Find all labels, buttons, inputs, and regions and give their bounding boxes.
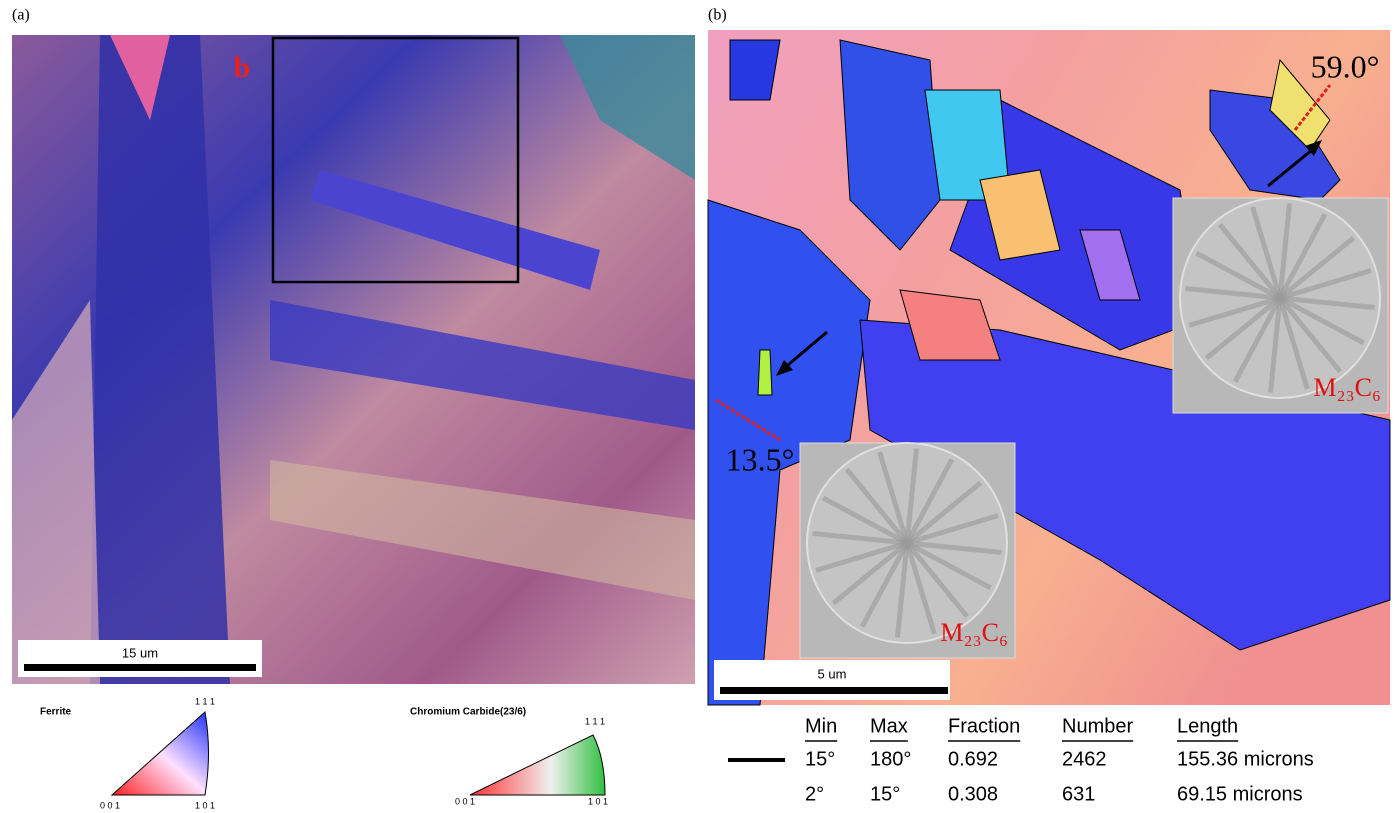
phase-label: M₂₃C₆ (940, 618, 1008, 647)
table-cell: 2° (805, 783, 824, 805)
phase-label: M₂₃C₆ (1313, 373, 1381, 402)
ipf-triangle (470, 735, 605, 795)
table-cell: 631 (1062, 783, 1095, 805)
ebsd-map-a (12, 35, 695, 684)
table-cell: 0.308 (948, 783, 998, 805)
table-cell: 180° (870, 748, 911, 770)
scale-bar-label: 15 um (122, 645, 158, 660)
table-cell: 155.36 microns (1177, 748, 1314, 770)
table-cell: 15° (805, 748, 835, 770)
angle-label: 59.0° (1311, 48, 1380, 84)
region-marker: b (234, 51, 251, 84)
table-cell: 69.15 microns (1177, 783, 1303, 805)
scale-bar (720, 687, 948, 694)
corner-label: 0 0 1 (455, 796, 475, 806)
table-header: Min (805, 715, 837, 737)
table-header: Length (1177, 715, 1238, 737)
legend-title: Chromium Carbide(23/6) (410, 707, 526, 718)
table-header: Fraction (948, 715, 1020, 737)
corner-label: 1 0 1 (195, 800, 215, 810)
corner-label: 1 1 1 (195, 696, 215, 706)
kikuchi-pattern: M₂₃C₆ (1173, 198, 1388, 413)
ipf-triangle (112, 712, 209, 795)
table-cell: 15° (870, 783, 900, 805)
corner-label: 0 0 1 (100, 800, 120, 810)
figure: (a) b 15 um Ferrite 1 1 1 0 0 1 1 0 1 Ch… (0, 0, 1397, 813)
corner-label: 1 0 1 (588, 796, 608, 806)
scale-bar (24, 664, 256, 671)
angle-label: 13.5° (726, 441, 795, 477)
legend-title: Ferrite (40, 707, 72, 718)
corner-label: 1 1 1 (585, 716, 605, 726)
table-header: Max (870, 715, 908, 737)
panel-label: (b) (708, 7, 727, 24)
panel-label: (a) (12, 7, 30, 24)
scale-bar-label: 5 um (818, 666, 847, 681)
table-header: Number (1062, 715, 1133, 737)
kikuchi-pattern: M₂₃C₆ (800, 443, 1015, 658)
table-cell: 0.692 (948, 748, 998, 770)
table-cell: 2462 (1062, 748, 1107, 770)
